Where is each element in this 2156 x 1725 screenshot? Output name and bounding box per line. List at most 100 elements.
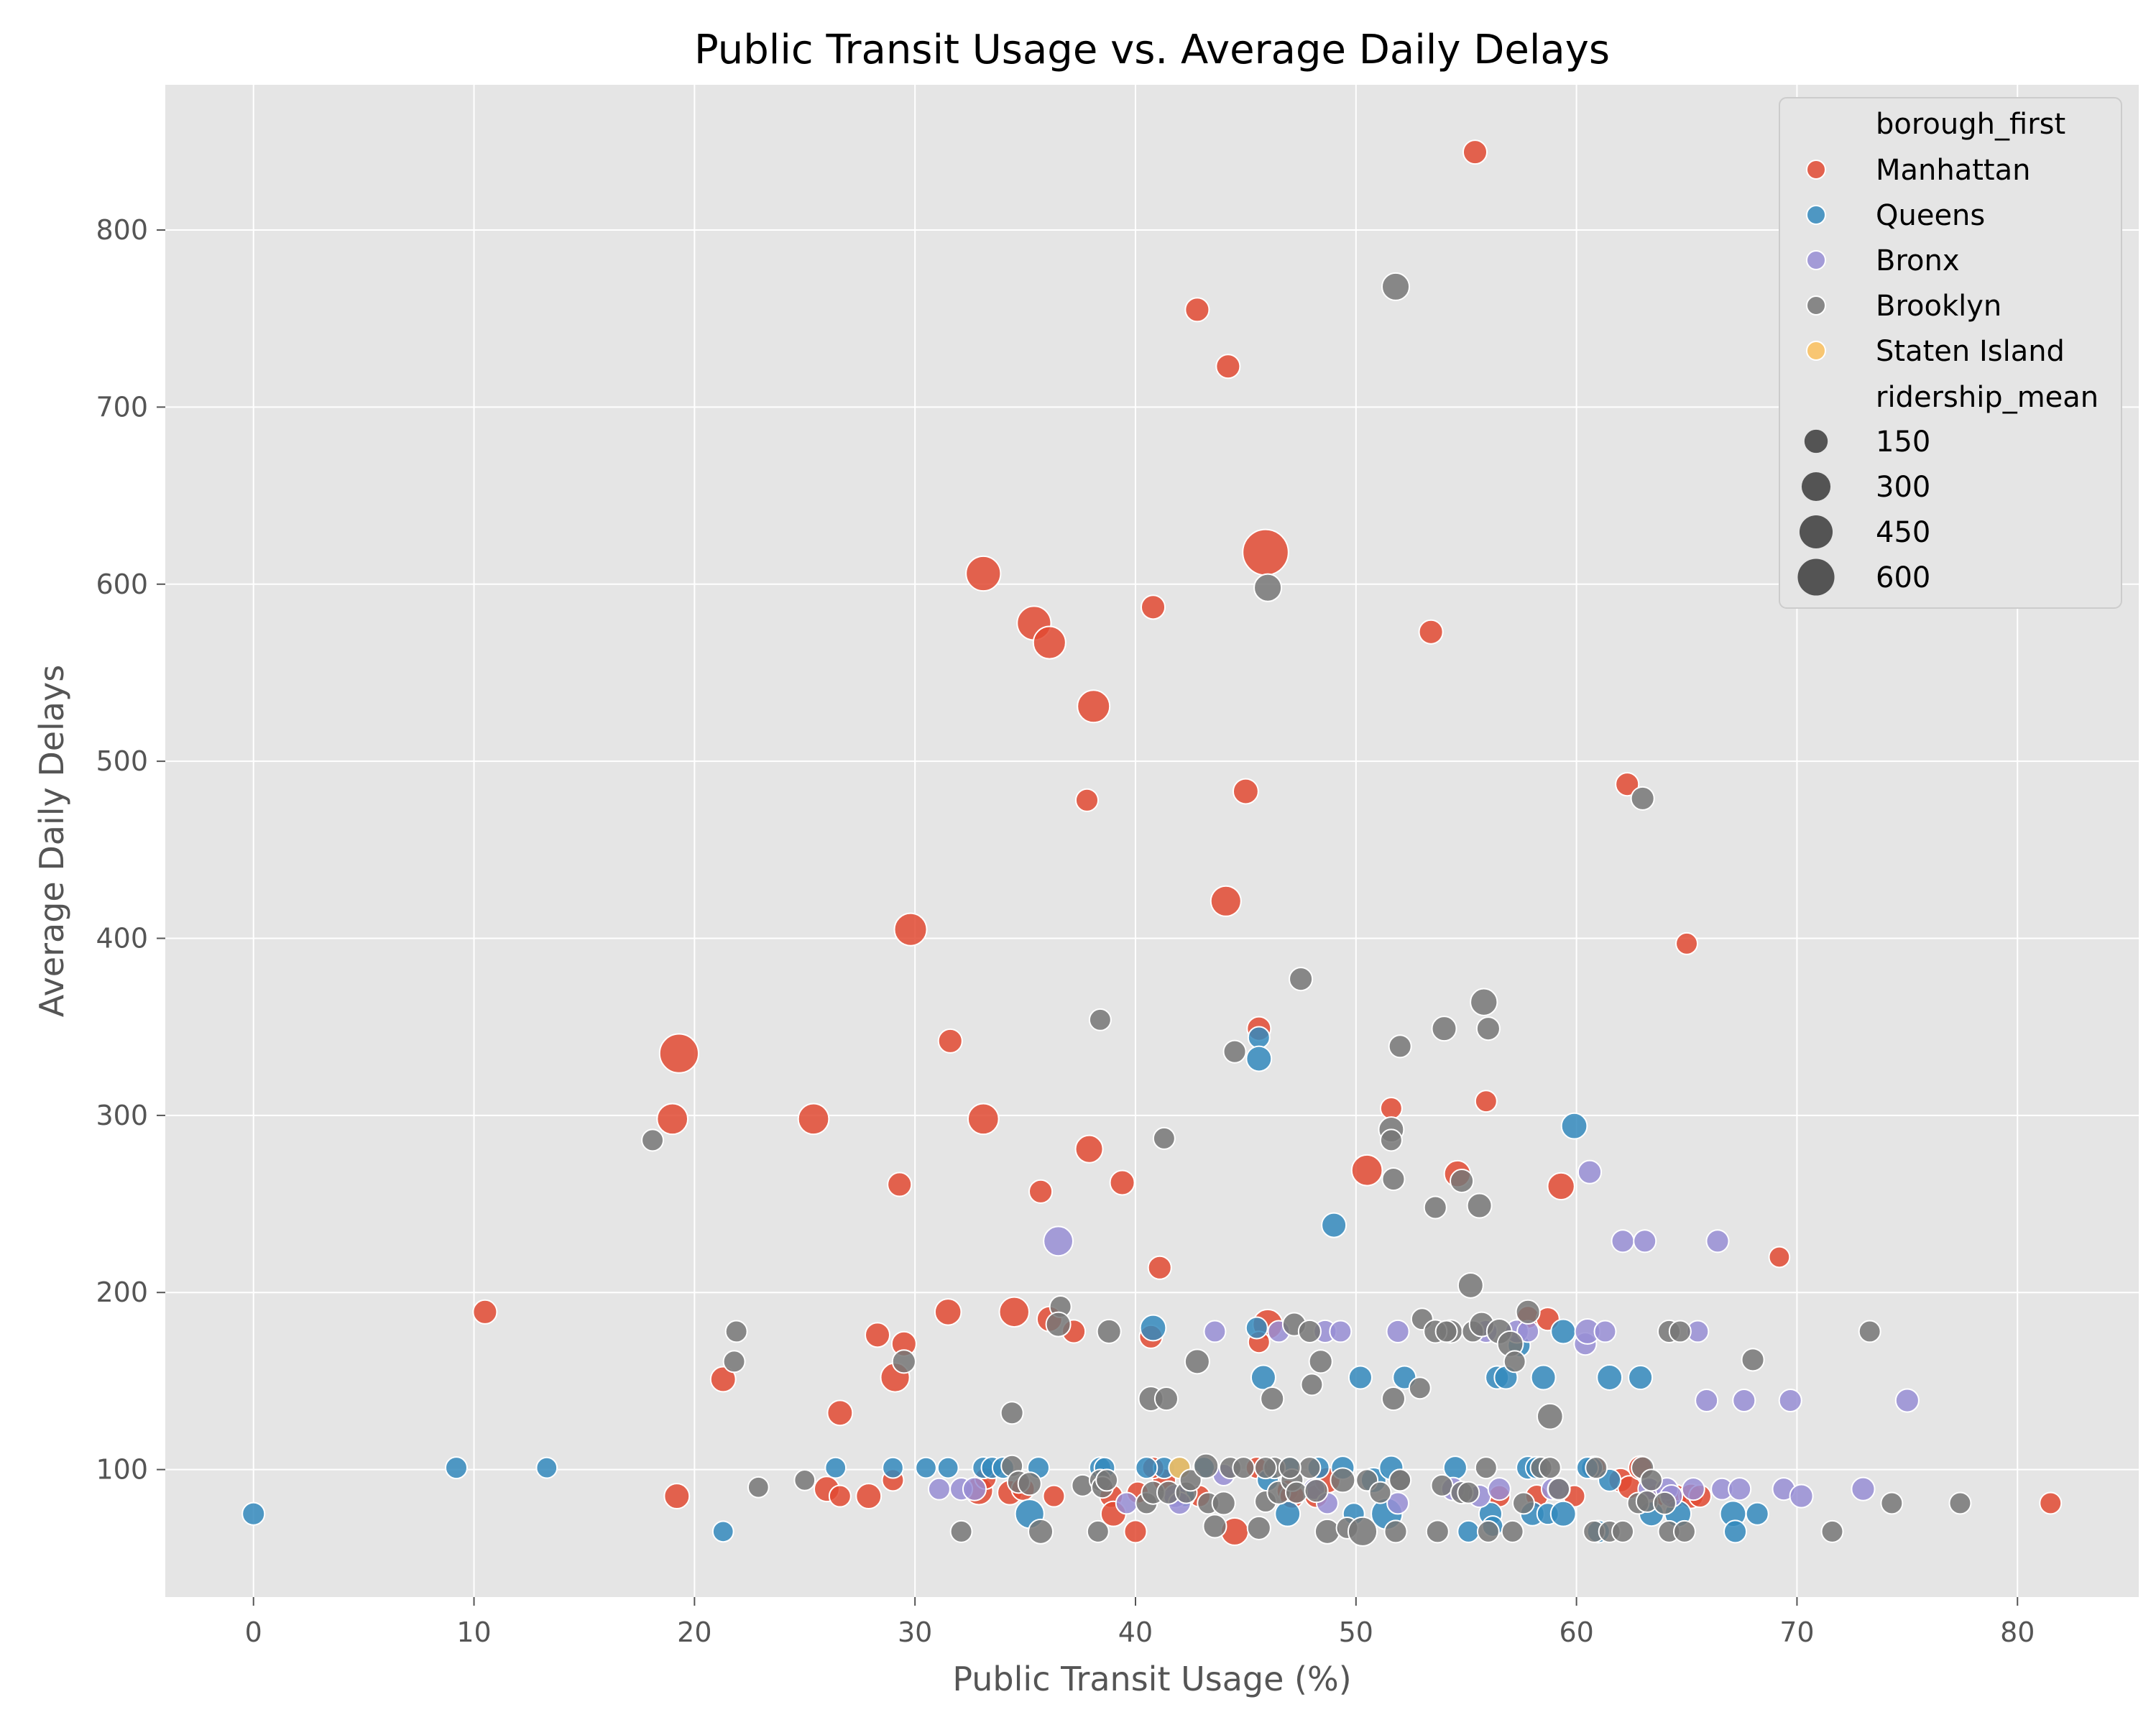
x-tick-label: 40 — [1118, 1616, 1153, 1648]
data-point — [1242, 528, 1289, 576]
x-tick-label: 50 — [1339, 1616, 1373, 1648]
data-point — [1672, 1519, 1696, 1543]
data-point — [1547, 1172, 1575, 1201]
data-point — [828, 1484, 852, 1508]
data-point — [1515, 1299, 1541, 1325]
x-tick-label: 60 — [1559, 1616, 1593, 1648]
data-point — [1215, 354, 1241, 380]
legend-size-marker — [1799, 515, 1833, 549]
data-point — [1147, 1255, 1172, 1280]
data-point — [1652, 1491, 1677, 1515]
data-point — [1728, 1477, 1752, 1501]
legend-label: Brooklyn — [1876, 290, 2001, 323]
legend-size-label: 450 — [1876, 516, 1930, 549]
data-point — [1503, 1350, 1526, 1374]
data-point — [1139, 1314, 1167, 1342]
data-point — [1474, 1456, 1498, 1480]
data-point — [2039, 1491, 2063, 1515]
data-point — [1088, 1008, 1112, 1031]
data-point — [824, 1456, 847, 1479]
data-point — [1549, 1500, 1577, 1527]
data-point — [1028, 1518, 1054, 1545]
data-point — [722, 1350, 746, 1374]
x-tick-label: 20 — [677, 1616, 711, 1648]
data-point — [1593, 1320, 1617, 1343]
data-point — [1274, 1500, 1302, 1527]
data-point — [641, 1128, 665, 1152]
data-point — [241, 1501, 266, 1526]
data-point — [1408, 1376, 1432, 1400]
data-point — [1745, 1501, 1769, 1526]
data-point — [1668, 1320, 1692, 1343]
legend: borough_first Manhattan Queens Bronx Brookl… — [1779, 97, 2122, 609]
data-point — [1329, 1320, 1353, 1343]
data-point — [1347, 1516, 1378, 1547]
data-point — [1074, 788, 1100, 812]
data-point — [1179, 1468, 1202, 1492]
data-point — [937, 1028, 963, 1054]
data-point — [535, 1456, 558, 1479]
data-point — [1123, 1519, 1148, 1544]
legend-marker — [1806, 295, 1826, 316]
x-tick-label: 80 — [2000, 1616, 2035, 1648]
data-point — [1245, 1045, 1273, 1072]
data-point — [1550, 1318, 1577, 1345]
data-point — [658, 1033, 699, 1074]
data-point — [1115, 1491, 1138, 1515]
data-point — [724, 1320, 748, 1343]
data-point — [1466, 1192, 1493, 1219]
data-point — [1538, 1456, 1562, 1480]
data-point — [1246, 1515, 1271, 1540]
legend-label: Staten Island — [1876, 335, 2065, 368]
data-point — [797, 1103, 830, 1136]
data-point — [927, 1477, 951, 1501]
data-point — [1457, 1519, 1480, 1543]
data-point — [1457, 1271, 1484, 1299]
data-point — [1074, 1134, 1104, 1164]
data-point — [1253, 573, 1283, 602]
x-tick-label: 10 — [456, 1616, 491, 1648]
legend-size-title: ridership_mean — [1876, 381, 2099, 414]
legend-label: Manhattan — [1876, 154, 2030, 187]
legend-size-entries: 150 300 450 600 — [1797, 426, 1930, 596]
data-point — [1741, 1348, 1765, 1372]
data-point — [1475, 1016, 1501, 1041]
data-point — [1045, 1311, 1072, 1338]
data-point — [1043, 1225, 1074, 1257]
data-point — [1778, 1388, 1802, 1413]
data-point — [1153, 1386, 1179, 1412]
data-point — [1260, 1386, 1285, 1412]
legend-label: Queens — [1876, 199, 1985, 232]
data-point — [709, 1366, 737, 1393]
data-point — [1109, 1169, 1135, 1196]
legend-marker — [1806, 341, 1826, 361]
y-tick-label: 200 — [96, 1276, 148, 1308]
data-point — [1577, 1159, 1603, 1184]
data-point — [445, 1456, 468, 1480]
data-point — [962, 1476, 987, 1501]
data-point — [1202, 1514, 1227, 1539]
data-point — [1430, 1473, 1454, 1497]
data-point — [1596, 1364, 1623, 1391]
data-point — [1732, 1388, 1756, 1413]
data-point — [1880, 1491, 1904, 1515]
y-axis-label: Average Daily Delays — [32, 665, 71, 1017]
data-point — [1388, 1034, 1412, 1059]
data-point — [915, 1456, 937, 1479]
data-point — [1530, 1364, 1557, 1391]
data-point — [656, 1103, 689, 1136]
data-point — [663, 1483, 691, 1510]
data-point — [1851, 1476, 1876, 1501]
data-point — [711, 1520, 734, 1543]
data-point — [1135, 1456, 1158, 1480]
data-points — [241, 139, 2063, 1547]
data-point — [1948, 1491, 1972, 1515]
data-point — [1487, 1477, 1511, 1501]
data-point — [1768, 1246, 1791, 1269]
legend-marker — [1806, 250, 1826, 270]
legend-hue-entries: Manhattan Queens Bronx Brooklyn Staten Islan… — [1806, 154, 2065, 368]
data-point — [1789, 1484, 1814, 1509]
data-point — [1232, 1456, 1256, 1480]
data-point — [1386, 1319, 1410, 1343]
